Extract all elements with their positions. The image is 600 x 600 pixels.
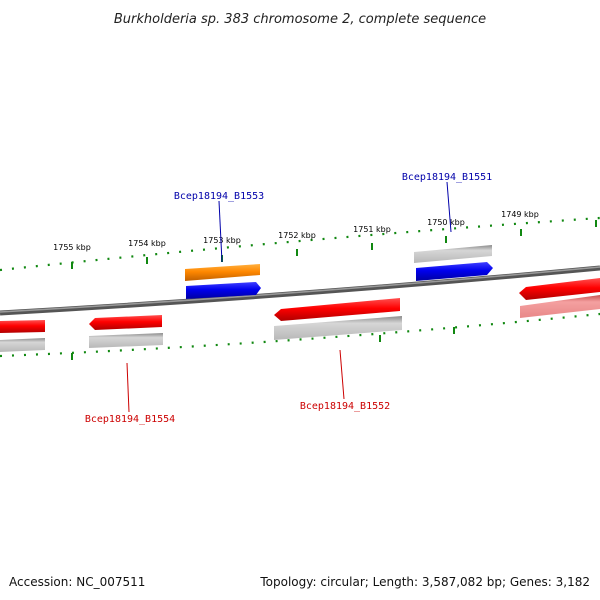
gene-bcep18194-b1554[interactable]	[89, 315, 162, 330]
tick-label: 1750 kbp	[427, 218, 465, 227]
tick-label: 1751 kbp	[353, 225, 391, 234]
tick-label: 1749 kbp	[501, 210, 539, 219]
label-leaders	[126, 181, 452, 413]
map-title: Burkholderia sp. 383 chromosome 2, compl…	[114, 12, 486, 27]
gene-bcep18194-b1554-cds[interactable]	[89, 333, 163, 348]
gene-bcep18194-b1553-cds[interactable]	[185, 264, 260, 281]
gene-bcep18194-b1552-cds[interactable]	[274, 316, 402, 340]
topology-text: Topology: circular; Length: 3,587,082 bp…	[259, 575, 590, 589]
genome-backbone	[0, 265, 600, 316]
gene-right-edge[interactable]	[519, 278, 600, 300]
forward-strand-genes	[185, 245, 493, 299]
gene-left-edge-cds[interactable]	[0, 338, 45, 352]
gene-bcep18194-b1551[interactable]	[416, 262, 493, 281]
reverse-strand-genes	[0, 278, 600, 352]
tick-label: 1754 kbp	[128, 239, 166, 248]
accession-text: Accession: NC_007511	[9, 575, 145, 589]
gene-left-edge[interactable]	[0, 320, 45, 333]
gene-label-b1553[interactable]: Bcep18194_B1553	[174, 191, 264, 202]
tick-labels: 1755 kbp 1754 kbp 1753 kbp 1752 kbp 1751…	[53, 210, 539, 252]
tick-label: 1752 kbp	[278, 231, 316, 240]
gene-labels: Bcep18194_B1553 Bcep18194_B1551 Bcep1819…	[85, 172, 492, 425]
gene-bcep18194-b1553[interactable]	[186, 282, 261, 299]
gene-label-b1552[interactable]: Bcep18194_B1552	[300, 401, 390, 412]
gene-label-b1554[interactable]: Bcep18194_B1554	[85, 414, 175, 425]
inner-tick-ring	[0, 312, 600, 358]
gene-bcep18194-b1551-cds[interactable]	[414, 245, 492, 263]
gene-right-edge-cds[interactable]	[520, 295, 600, 318]
tick-label: 1753 kbp	[203, 236, 241, 245]
tick-label: 1755 kbp	[53, 243, 91, 252]
gene-bcep18194-b1552[interactable]	[274, 298, 400, 321]
outer-tick-ring	[0, 216, 600, 272]
gene-label-b1551[interactable]: Bcep18194_B1551	[402, 172, 492, 183]
